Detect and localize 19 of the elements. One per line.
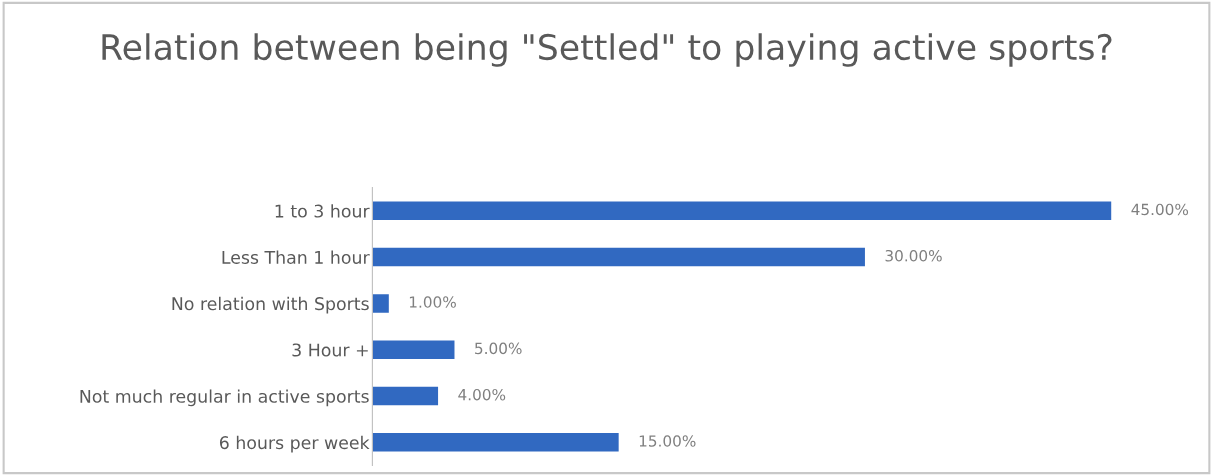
- bar: [372, 201, 1112, 221]
- y-tick-label: Not much regular in active sports: [80, 389, 369, 407]
- y-tick-label: 3 Hour +: [292, 343, 368, 357]
- data-label: 30.00%: [885, 249, 942, 262]
- y-tick-label: 1 to 3 hour: [275, 204, 370, 218]
- data-label: 15.00%: [639, 435, 696, 447]
- bar: [372, 433, 619, 452]
- y-tick-label: Less Than 1 hour: [222, 250, 370, 264]
- data-label: 45.00%: [1131, 203, 1189, 216]
- data-label: 5.00%: [475, 342, 522, 355]
- y-tick-label: 6 hours per week: [219, 435, 370, 453]
- bar: [372, 386, 439, 406]
- bar: [372, 340, 455, 359]
- data-label: 1.00%: [409, 296, 456, 308]
- chart-title: Relation between being "Settled" to playing active sports?: [102, 33, 1112, 67]
- bar: [372, 247, 865, 267]
- data-label: 4.00%: [458, 388, 506, 401]
- bar: [372, 294, 389, 313]
- y-tick-label: No relation with Sports: [172, 296, 369, 314]
